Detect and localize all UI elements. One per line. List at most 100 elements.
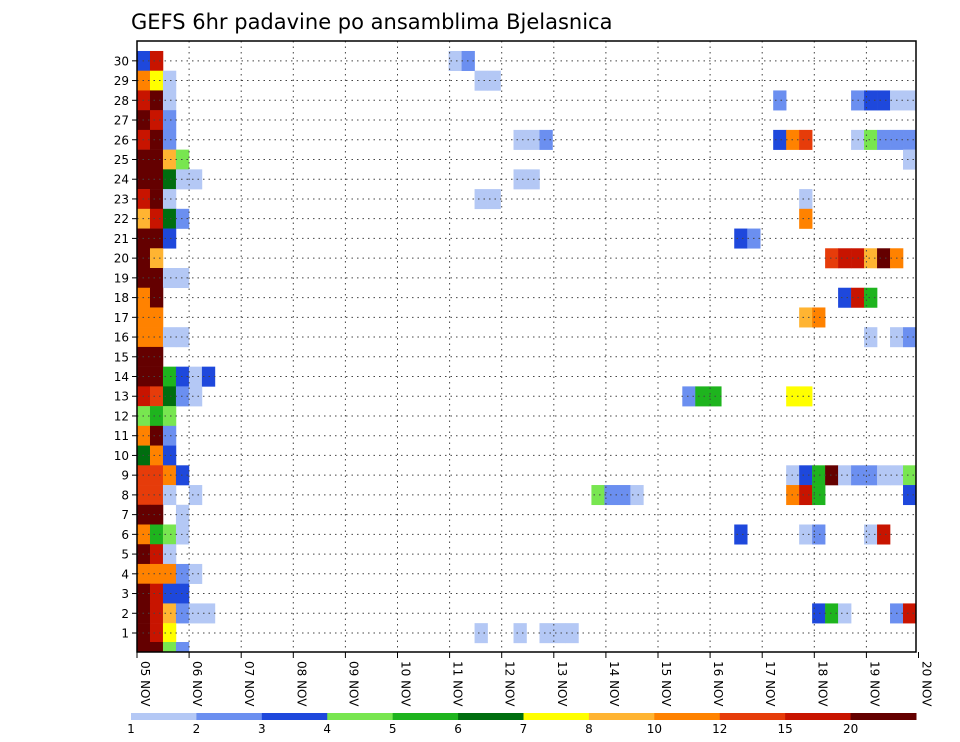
heatmap-cell	[149, 406, 164, 427]
heatmap-cell	[188, 386, 203, 407]
y-tick-label: 1	[121, 627, 129, 641]
heatmap-cell	[487, 70, 501, 91]
heatmap-cell	[162, 169, 177, 190]
heatmap-cell	[162, 465, 177, 486]
heatmap-cell	[903, 90, 917, 111]
colorbar-swatch	[719, 713, 786, 720]
heatmap-cell	[149, 603, 164, 624]
heatmap-cell	[175, 642, 190, 653]
heatmap-cell	[825, 603, 839, 624]
x-tick-label: 08 NOV	[294, 661, 308, 707]
heatmap-cell	[162, 228, 177, 249]
heatmap-cell	[513, 623, 527, 644]
heatmap-cell	[188, 366, 203, 387]
heatmap-cell	[903, 485, 917, 506]
heatmap-cell	[149, 445, 164, 466]
heatmap-cell	[188, 603, 203, 624]
y-tick-label: 20	[114, 252, 129, 266]
heatmap-cell	[149, 287, 164, 308]
heatmap-cell	[149, 386, 164, 407]
heatmap-cell	[175, 563, 190, 584]
colorbar-label: 12	[712, 722, 727, 736]
heatmap-cell	[825, 465, 839, 486]
heatmap-cell	[903, 465, 917, 486]
heatmap-cell	[149, 208, 164, 229]
heatmap-cell	[838, 603, 852, 624]
colorbar-swatch	[588, 713, 655, 720]
heatmap-cell	[799, 465, 813, 486]
heatmap-cell	[773, 90, 787, 111]
heatmap-cell	[162, 623, 177, 644]
x-tick-label: 10 NOV	[399, 661, 413, 707]
y-tick-label: 23	[114, 192, 129, 206]
heatmap-cell	[162, 129, 177, 150]
x-tick-label: 15 NOV	[659, 661, 673, 707]
heatmap-cell	[734, 524, 748, 545]
heatmap-cell	[903, 603, 917, 624]
heatmap-cell	[864, 327, 878, 348]
colorbar-swatch	[654, 713, 721, 720]
heatmap-cell	[812, 465, 826, 486]
heatmap-cell	[162, 208, 177, 229]
heatmap-cell	[474, 70, 488, 91]
y-tick-label: 30	[114, 54, 129, 68]
y-tick-label: 21	[114, 232, 129, 246]
heatmap-cell	[864, 129, 878, 150]
heatmap-cell	[149, 346, 164, 367]
heatmap-cell	[137, 642, 151, 653]
heatmap-cell	[149, 563, 164, 584]
x-tick-label: 16 NOV	[711, 661, 725, 707]
y-tick-label: 28	[114, 94, 129, 108]
heatmap-cell	[162, 524, 177, 545]
y-tick-label: 27	[114, 114, 129, 128]
y-tick-label: 9	[121, 469, 129, 483]
y-tick-label: 7	[121, 508, 129, 522]
heatmap-cell	[149, 169, 164, 190]
x-tick-label: 13 NOV	[555, 661, 569, 707]
heatmap-cell	[682, 386, 696, 407]
heatmap-cell	[175, 603, 190, 624]
colorbar-label: 15	[778, 722, 793, 736]
heatmap-cell	[864, 465, 878, 486]
y-tick-label: 15	[114, 350, 129, 364]
heatmap-cell	[799, 129, 813, 150]
y-tick-label: 11	[114, 429, 129, 443]
y-tick-label: 4	[121, 567, 129, 581]
colorbar-swatch	[850, 713, 917, 720]
colorbar-label: 6	[454, 722, 462, 736]
heatmap-cell	[838, 287, 852, 308]
y-tick-label: 26	[114, 133, 129, 147]
y-tick-label: 22	[114, 212, 129, 226]
heatmap-cell	[149, 149, 164, 170]
heatmap-cell	[864, 287, 878, 308]
colorbar-label: 20	[843, 722, 858, 736]
heatmap-cell	[162, 386, 177, 407]
colorbar-swatch	[131, 713, 197, 720]
colorbar-label: 3	[258, 722, 266, 736]
heatmap-cell	[812, 524, 826, 545]
heatmap-cell	[799, 189, 813, 210]
heatmap-cell	[812, 307, 826, 328]
heatmap-cell	[812, 603, 826, 624]
x-tick-label: 12 NOV	[503, 661, 517, 707]
heatmap-cell	[149, 70, 164, 91]
x-tick-label: 05 NOV	[138, 661, 152, 707]
heatmap-cell	[175, 465, 190, 486]
heatmap-cell	[799, 485, 813, 506]
heatmap-cell	[188, 563, 203, 584]
colorbar-swatch	[458, 713, 524, 720]
heatmap-cell	[877, 129, 891, 150]
heatmap-cell	[175, 583, 190, 604]
heatmap-cell	[864, 248, 878, 269]
x-axis: 05 NOV 06 NOV 07 NOV 08 NOV 09 NOV 10 NOV 11 N…	[136, 652, 934, 707]
heatmap-cell	[162, 366, 177, 387]
y-tick-label: 8	[121, 488, 129, 502]
heatmap-cell	[149, 485, 164, 506]
heatmap-cell	[513, 169, 527, 190]
heatmap-cell	[175, 208, 190, 229]
heatmap-cell	[552, 623, 566, 644]
heatmap-cell	[487, 189, 501, 210]
heatmap-cell	[175, 169, 190, 190]
x-tick-label: 17 NOV	[763, 661, 777, 707]
